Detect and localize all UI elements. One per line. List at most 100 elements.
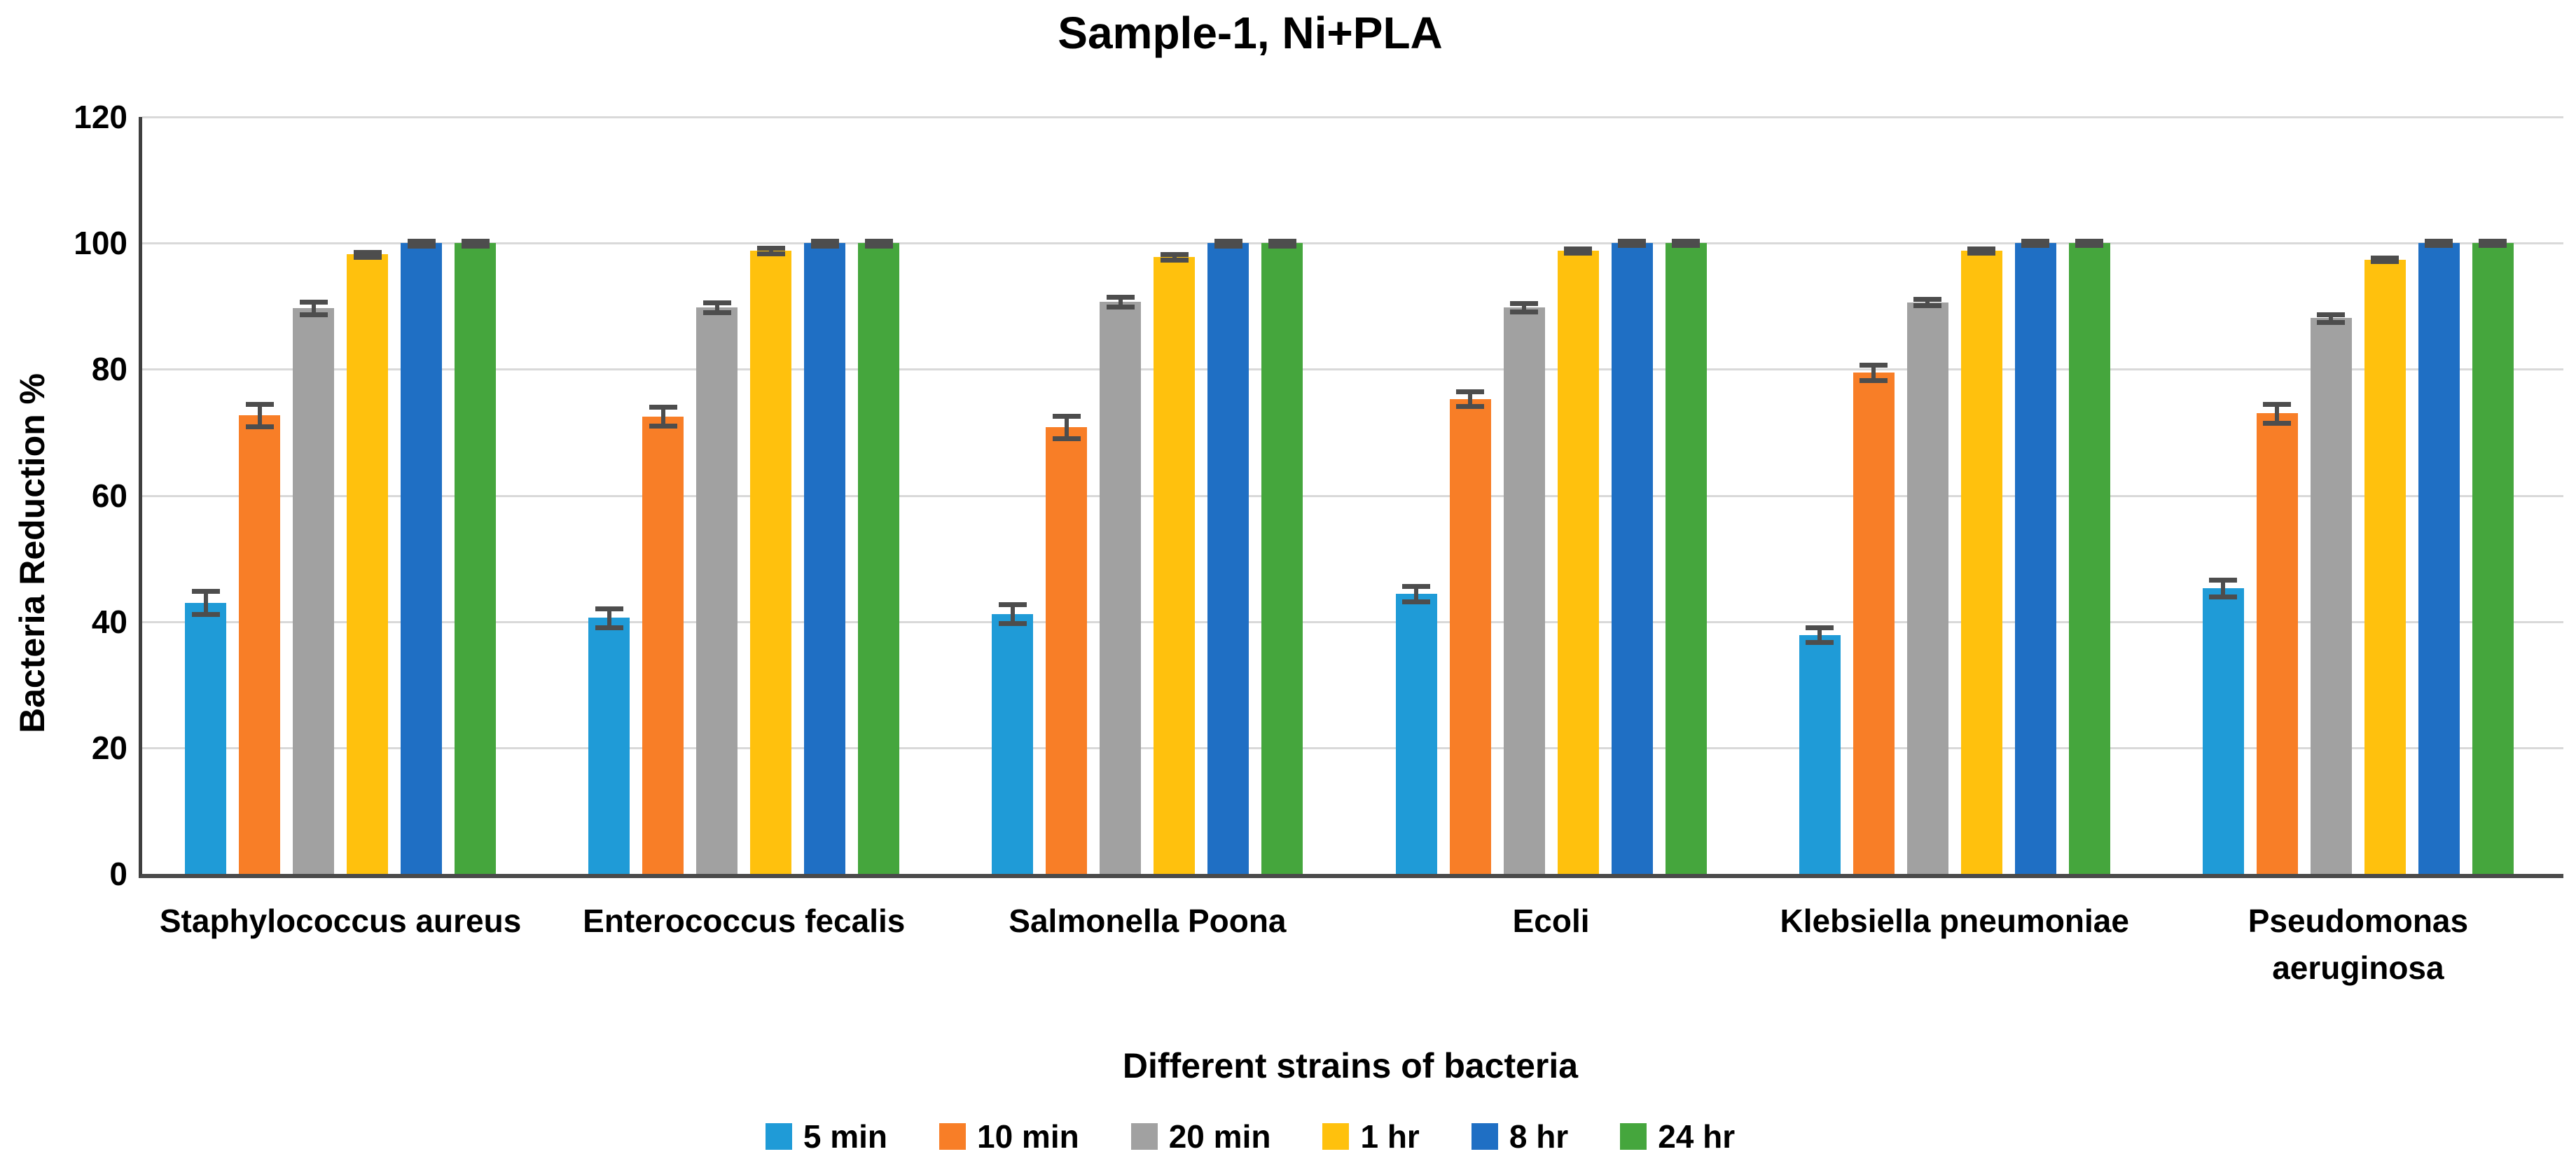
bar-8hr-group4 <box>1611 243 1653 874</box>
legend-label: 8 hr <box>1509 1118 1569 1155</box>
y-tick-label: 0 <box>109 856 127 892</box>
error-bar-stem <box>203 591 208 614</box>
legend-label: 10 min <box>976 1118 1079 1155</box>
bar-24hr-group6 <box>2472 243 2514 874</box>
error-bar-cap <box>1618 239 1647 244</box>
error-bar-cap <box>998 621 1027 627</box>
error-bar-stem <box>2221 580 2226 597</box>
error-bar-cap <box>2371 259 2400 265</box>
bar-5min-group3 <box>992 613 1034 874</box>
error-bar-cap <box>245 401 274 407</box>
error-bar-cap <box>810 238 839 244</box>
gridline <box>142 494 2563 497</box>
error-bar-cap <box>864 243 893 249</box>
error-bar-cap <box>1510 300 1539 306</box>
x-axis-title: Different strains of bacteria <box>1122 1046 1579 1085</box>
error-bar-cap <box>407 238 436 244</box>
error-bar-cap <box>1564 246 1593 252</box>
gridline <box>142 116 2563 118</box>
error-bar-cap <box>756 246 785 251</box>
bar-10min-group1 <box>239 415 281 874</box>
bar-5min-group1 <box>185 602 227 874</box>
legend-swatch-icon <box>939 1123 966 1150</box>
legend-swatch-icon <box>1620 1123 1647 1150</box>
error-bar-cap <box>649 424 677 429</box>
error-bar-cap <box>1860 363 1888 368</box>
bar-24hr-group2 <box>858 243 900 874</box>
error-bar-cap <box>1672 242 1701 248</box>
gridline <box>142 746 2563 749</box>
error-bar-cap <box>299 312 328 317</box>
error-bar-cap <box>702 310 731 316</box>
error-bar-cap <box>1913 297 1942 303</box>
bar-20min-group3 <box>1100 301 1142 874</box>
error-bar-stem <box>1468 391 1473 407</box>
bar-1hr-group6 <box>2364 259 2406 874</box>
legend-label: 5 min <box>803 1118 887 1155</box>
error-bar-cap <box>353 249 382 255</box>
error-bar-cap <box>461 238 490 244</box>
y-tick-label: 100 <box>74 225 127 262</box>
error-bar-cap <box>1672 239 1701 244</box>
legend-swatch-icon <box>1130 1123 1158 1150</box>
error-bar-cap <box>1913 303 1942 309</box>
bar-24hr-group3 <box>1261 243 1303 874</box>
error-bar-cap <box>702 300 731 305</box>
error-bar-cap <box>810 243 839 249</box>
plot-area <box>139 116 2563 878</box>
bar-1hr-group3 <box>1154 256 1196 874</box>
error-bar-cap <box>2021 239 2050 244</box>
legend-swatch-icon <box>765 1123 792 1150</box>
error-bar-cap <box>864 238 893 244</box>
error-bar-stem <box>1871 365 1876 380</box>
error-bar-cap <box>2371 255 2400 260</box>
legend-label: 20 min <box>1168 1118 1271 1155</box>
bar-1hr-group2 <box>750 250 792 874</box>
bar-1hr-group1 <box>347 254 389 874</box>
error-bar-cap <box>1268 243 1296 249</box>
bar-8hr-group2 <box>804 243 846 874</box>
x-category-label: Salmonella Poona <box>1009 903 1287 939</box>
bar-24hr-group1 <box>455 243 497 874</box>
error-bar-cap <box>649 405 677 410</box>
x-category-label: Enterococcus fecalis <box>583 903 906 939</box>
error-bar-cap <box>2263 401 2292 407</box>
bar-8hr-group5 <box>2014 243 2056 874</box>
legend-swatch-icon <box>1471 1123 1498 1150</box>
bar-24hr-group4 <box>1665 243 1707 874</box>
error-bar-cap <box>245 424 274 430</box>
error-bar-cap <box>1618 242 1647 248</box>
gridline <box>142 620 2563 623</box>
y-axis-title: Bacteria Reduction % <box>13 373 52 734</box>
legend-label: 24 hr <box>1658 1118 1736 1155</box>
error-bar-cap <box>2425 242 2453 248</box>
error-bar-cap <box>1456 404 1485 410</box>
bar-20min-group6 <box>2310 318 2352 874</box>
error-bar-cap <box>1214 238 1242 244</box>
error-bar-cap <box>2021 242 2050 248</box>
bar-5min-group6 <box>2202 588 2244 874</box>
error-bar-cap <box>1564 250 1593 256</box>
error-bar-stem <box>1817 627 1822 643</box>
error-bar-cap <box>1160 257 1189 263</box>
error-bar-cap <box>461 243 490 249</box>
error-bar-cap <box>299 299 328 305</box>
error-bar-cap <box>1268 238 1296 244</box>
error-bar-cap <box>1052 413 1081 419</box>
bar-20min-group2 <box>696 307 738 874</box>
error-bar-cap <box>2479 242 2507 248</box>
error-bar-cap <box>1860 377 1888 383</box>
error-bar-stem <box>660 407 665 426</box>
bar-10min-group2 <box>642 416 684 874</box>
bar-8hr-group1 <box>401 243 443 874</box>
legend: 5 min 10 min 20 min 1 hr 8 hr 24 hr <box>0 1120 2500 1153</box>
legend-swatch-icon <box>1322 1123 1350 1150</box>
error-bar-cap <box>1806 640 1834 646</box>
error-bar-cap <box>998 602 1027 608</box>
error-bar-cap <box>2075 242 2104 248</box>
error-bar-cap <box>1402 599 1431 604</box>
bar-1hr-group4 <box>1557 250 1599 874</box>
x-category-label: Pseudomonas aeruginosa <box>2248 903 2469 986</box>
gridline <box>142 368 2563 371</box>
